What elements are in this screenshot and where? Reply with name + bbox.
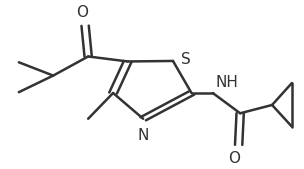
Text: N: N xyxy=(137,128,149,143)
Text: O: O xyxy=(228,151,240,166)
Text: O: O xyxy=(76,5,88,20)
Text: S: S xyxy=(181,52,190,67)
Text: NH: NH xyxy=(215,75,238,90)
